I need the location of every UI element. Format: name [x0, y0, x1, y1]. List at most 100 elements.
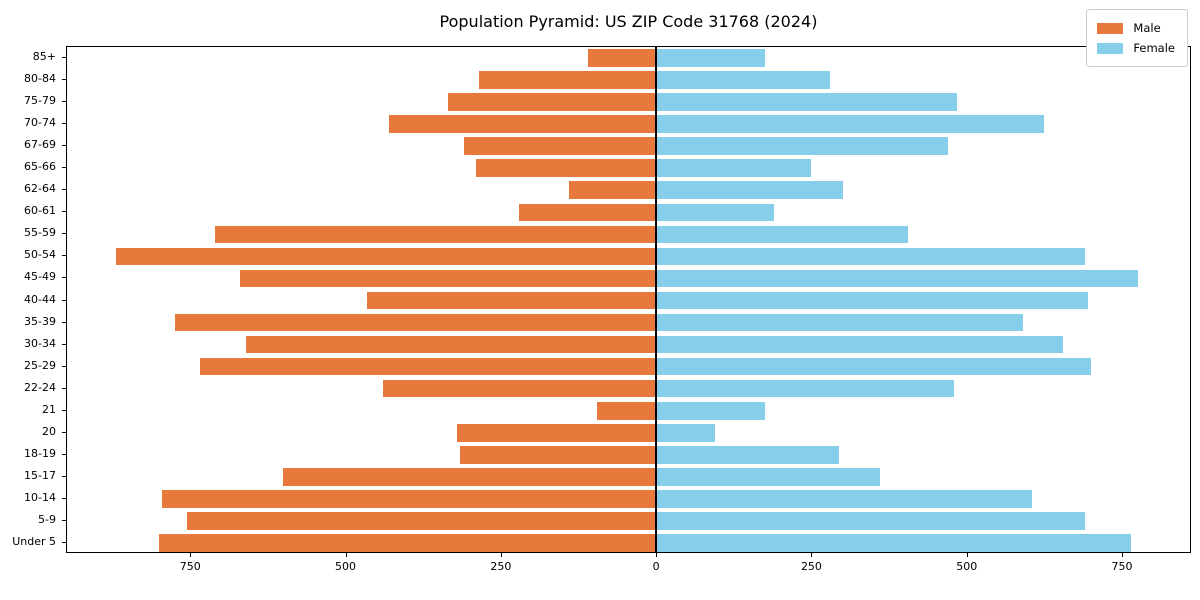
y-tick-mark [62, 387, 66, 389]
chart-title: Population Pyramid: US ZIP Code 31768 (2… [439, 12, 818, 31]
female-bar [656, 357, 1091, 376]
y-tick-mark [62, 167, 66, 169]
male-bar [283, 468, 657, 486]
female-bar [656, 313, 1023, 332]
y-tick-mark [62, 475, 66, 477]
female-bar [656, 93, 958, 111]
x-tick-label: 750 [1111, 560, 1133, 573]
male-bar [463, 137, 657, 155]
y-tick-label: 5-9 [38, 512, 56, 526]
male-bar [569, 181, 657, 200]
x-tick-mark [500, 553, 502, 557]
male-bar [162, 490, 657, 508]
y-tick-label: 21 [42, 402, 56, 416]
female-swatch-icon [1097, 42, 1124, 54]
y-tick-label: 67-69 [24, 138, 56, 152]
female-bar [656, 534, 1132, 552]
y-tick-label: Under 5 [12, 534, 56, 548]
y-tick-mark [62, 79, 66, 81]
x-tick-label: 250 [800, 560, 822, 573]
male-bar [199, 357, 657, 376]
x-tick-label: 0 [652, 560, 660, 573]
female-bar [656, 423, 716, 442]
y-tick-label: 15-17 [24, 468, 56, 482]
x-tick-label: 250 [490, 560, 512, 573]
y-tick-label: 40-44 [24, 292, 56, 306]
male-bar [448, 93, 657, 111]
male-bar [389, 115, 657, 133]
y-tick-mark [62, 145, 66, 147]
y-tick-mark [62, 343, 66, 345]
x-tick-label: 750 [179, 560, 201, 573]
female-bar [656, 445, 840, 464]
female-bar [656, 401, 765, 420]
y-tick-mark [62, 541, 66, 543]
y-tick-mark [62, 57, 66, 59]
female-bar [656, 49, 765, 67]
female-bar [656, 247, 1085, 266]
legend-entry-female: Female [1097, 38, 1175, 58]
female-bar [656, 181, 843, 200]
male-bar [159, 534, 657, 552]
x-tick-mark [966, 553, 968, 557]
female-bar [656, 159, 812, 178]
male-bar [479, 71, 657, 89]
y-tick-label: 60-61 [24, 204, 56, 218]
female-bar [656, 291, 1088, 310]
female-bar [656, 137, 949, 155]
male-bar [174, 313, 657, 332]
y-tick-label: 22-24 [24, 380, 56, 394]
male-swatch-icon [1097, 22, 1124, 34]
y-tick-label: 85+ [32, 50, 56, 64]
y-tick-label: 55-59 [24, 226, 56, 240]
y-tick-label: 65-66 [24, 160, 56, 174]
male-bar [187, 512, 657, 530]
y-tick-mark [62, 453, 66, 455]
x-tick-mark [345, 553, 347, 557]
male-bar [382, 379, 657, 398]
legend-female-label: Female [1133, 41, 1175, 55]
male-bar [597, 401, 657, 420]
male-bar [115, 247, 657, 266]
male-bar [367, 291, 657, 310]
y-tick-mark [62, 123, 66, 125]
y-tick-mark [62, 497, 66, 499]
x-tick-mark [190, 553, 192, 557]
female-bar [656, 203, 775, 222]
male-bar [519, 203, 657, 222]
female-bar [656, 468, 880, 486]
y-tick-mark [62, 277, 66, 279]
y-tick-label: 80-84 [24, 72, 56, 86]
legend-male-label: Male [1133, 21, 1161, 35]
y-tick-label: 62-64 [24, 182, 56, 196]
male-bar [457, 423, 657, 442]
x-tick-mark [811, 553, 813, 557]
y-tick-label: 35-39 [24, 314, 56, 328]
female-bar [656, 269, 1138, 288]
y-tick-label: 50-54 [24, 248, 56, 262]
y-tick-mark [62, 409, 66, 411]
zero-axis-line [655, 46, 658, 553]
y-tick-label: 20 [42, 424, 56, 438]
y-tick-mark [62, 365, 66, 367]
y-tick-mark [62, 519, 66, 521]
male-bar [475, 159, 657, 178]
female-bar [656, 490, 1032, 508]
y-tick-label: 30-34 [24, 336, 56, 350]
x-tick-mark [1122, 553, 1124, 557]
y-tick-mark [62, 299, 66, 301]
female-bar [656, 512, 1085, 530]
female-bar [656, 225, 908, 244]
female-bar [656, 379, 955, 398]
legend-entry-male: Male [1097, 18, 1175, 38]
legend: Male Female [1086, 9, 1188, 67]
y-tick-mark [62, 189, 66, 191]
x-tick-label: 500 [956, 560, 978, 573]
y-tick-mark [62, 233, 66, 235]
female-bar [656, 71, 831, 89]
y-tick-label: 10-14 [24, 490, 56, 504]
x-tick-mark [656, 553, 658, 557]
y-tick-label: 18-19 [24, 446, 56, 460]
plot-area [66, 46, 1191, 553]
